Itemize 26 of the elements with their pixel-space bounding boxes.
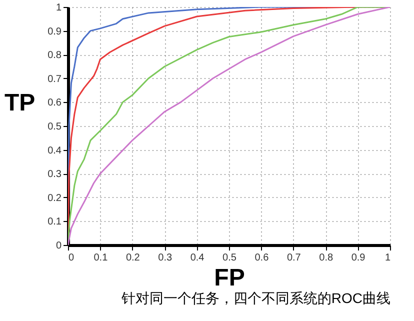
x-tick-label: 0.1 [94,252,108,264]
x-tick-label: 0.3 [158,252,172,264]
x-tick-label: 0.7 [286,252,302,264]
x-axis-title: FP [214,264,245,292]
x-tick-label: 0.8 [319,252,334,264]
y-tick-label: 0.6 [48,98,62,109]
x-tick-label: 0.4 [190,252,205,264]
text: 针对同一个任务，四个不同系统的ROC曲线 [120,290,390,306]
line-series [68,7,390,245]
y-axis-title: TP [4,90,36,116]
y-tick-label: 0.9 [48,26,62,38]
x-tick-label: 0.5 [222,252,237,264]
y-tick-label: 0.8 [48,50,62,62]
x-tick-label: 0.9 [351,252,366,264]
x-tick-label: 0.2 [126,252,140,264]
y-tick-label: 0 [56,240,62,252]
y-tick-label: 0.2 [48,192,62,204]
y-tick-label: 0.4 [48,145,62,156]
y-tick-label: 0.3 [48,169,62,180]
x-tick-label: 0 [68,252,74,264]
y-tick-label: 1 [56,2,62,14]
x-tick-label: 1 [384,252,391,264]
y-tick-label: 0.7 [48,74,62,85]
y-tick-label: 0.1 [48,216,62,228]
y-tick-label: 0.5 [48,122,62,132]
x-tick-label: 0.6 [254,252,270,264]
